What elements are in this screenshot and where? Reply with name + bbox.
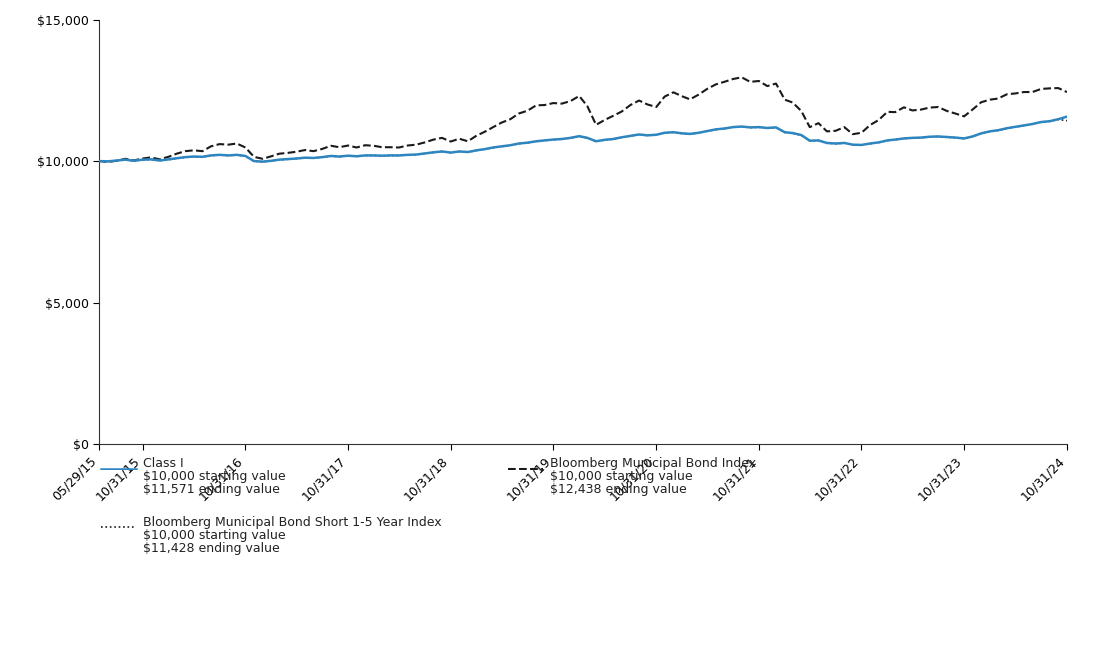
Text: $10,000 starting value: $10,000 starting value [550,470,693,483]
Text: $10,000 starting value: $10,000 starting value [143,470,286,483]
Text: Class I: Class I [143,457,184,470]
Text: $11,428 ending value: $11,428 ending value [143,542,279,555]
Text: $10,000 starting value: $10,000 starting value [143,529,286,542]
Text: $11,571 ending value: $11,571 ending value [143,483,279,496]
Text: Bloomberg Municipal Bond Index: Bloomberg Municipal Bond Index [550,457,756,470]
Text: $12,438 ending value: $12,438 ending value [550,483,686,496]
Text: Bloomberg Municipal Bond Short 1-5 Year Index: Bloomberg Municipal Bond Short 1-5 Year … [143,516,441,529]
